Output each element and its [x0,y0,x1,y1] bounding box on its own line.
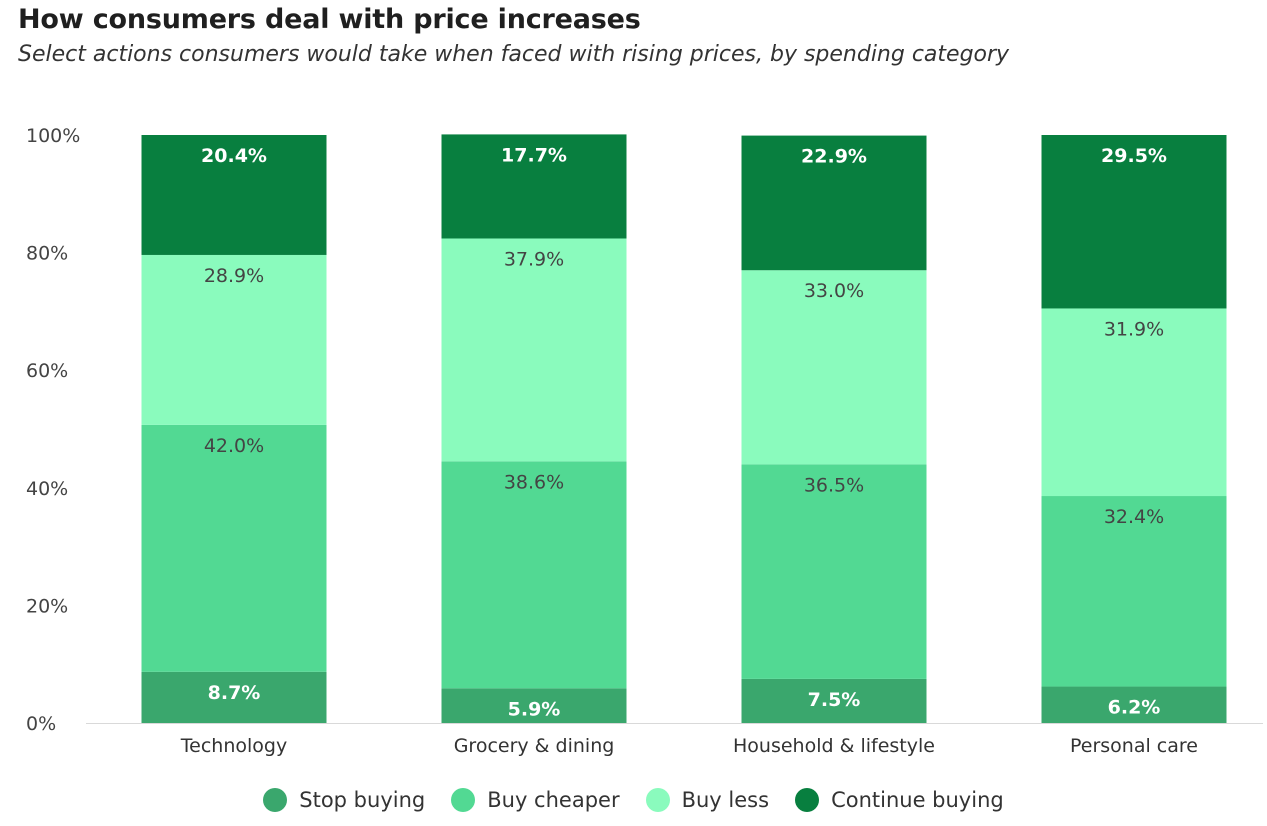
data-label: 29.5% [1101,145,1167,167]
bar-segment [741,135,927,271]
legend-label: Buy less [681,788,770,812]
bar-segment [441,688,627,723]
bar-segment [141,254,327,425]
bar-segment [141,135,327,255]
bar-segment [1041,135,1227,309]
legend-swatch [451,788,476,812]
legend-swatch [795,788,820,812]
y-tick-label: 80% [26,243,68,265]
legend-item: Stop buying [263,788,425,812]
chart-legend: Stop buying Buy cheaper Buy less Continue b… [0,788,1267,812]
data-label: 42.0% [204,435,264,457]
data-label: 32.4% [1104,506,1164,528]
legend-item: Buy less [645,788,770,812]
legend-item: Continue buying [795,788,1004,812]
x-category-label: Personal care [1070,735,1198,757]
bar-stack: 5.9% 38.6% 37.9% 17.7% [441,134,627,723]
data-label: 8.7% [208,682,261,704]
data-label: 28.9% [204,265,264,287]
data-label: 36.5% [804,474,864,496]
y-tick-label: 0% [26,713,56,735]
data-label: 37.9% [504,248,564,270]
bar-segment [1041,496,1227,687]
data-label: 33.0% [804,280,864,302]
bar-segment [1041,686,1227,723]
bar-segment [441,461,627,689]
bar-segment [441,134,627,239]
bar-segment [741,464,927,679]
legend-swatch [263,788,288,812]
legend-label: Buy cheaper [487,788,620,812]
bar-segment [141,424,327,672]
data-label: 38.6% [504,471,564,493]
bar-stack: 6.2% 32.4% 31.9% 29.5% [1041,135,1227,723]
y-tick-label: 100% [26,125,80,147]
y-tick-label: 20% [26,595,68,617]
y-tick-label: 40% [26,478,68,500]
bar-stack: 7.5% 36.5% 33.0% 22.9% [741,135,927,723]
data-label: 20.4% [201,145,267,167]
data-label: 5.9% [508,698,561,720]
legend-item: Buy cheaper [451,788,620,812]
legend-swatch [645,788,670,812]
bar-segment [741,270,927,465]
data-label: 7.5% [808,689,861,711]
data-label: 17.7% [501,144,567,166]
legend-label: Stop buying [299,788,426,812]
x-category-label: Household & lifestyle [733,735,935,757]
data-label: 31.9% [1104,318,1164,340]
y-tick-label: 60% [26,360,68,382]
chart-subtitle: Select actions consumers would take when… [18,42,1010,67]
data-label: 6.2% [1108,697,1161,719]
data-label: 22.9% [801,146,867,168]
x-category-label: Grocery & dining [454,735,615,757]
bar-segment [1041,308,1227,497]
bar-segment [741,678,927,723]
bar-stack: 8.7% 42.0% 28.9% 20.4% [141,135,327,723]
x-category-label: Technology [180,735,287,757]
legend-label: Continue buying [831,788,1004,812]
bar-segment [441,238,627,462]
bar-segment [141,671,327,723]
chart-title: How consumers deal with price increases [18,4,641,35]
